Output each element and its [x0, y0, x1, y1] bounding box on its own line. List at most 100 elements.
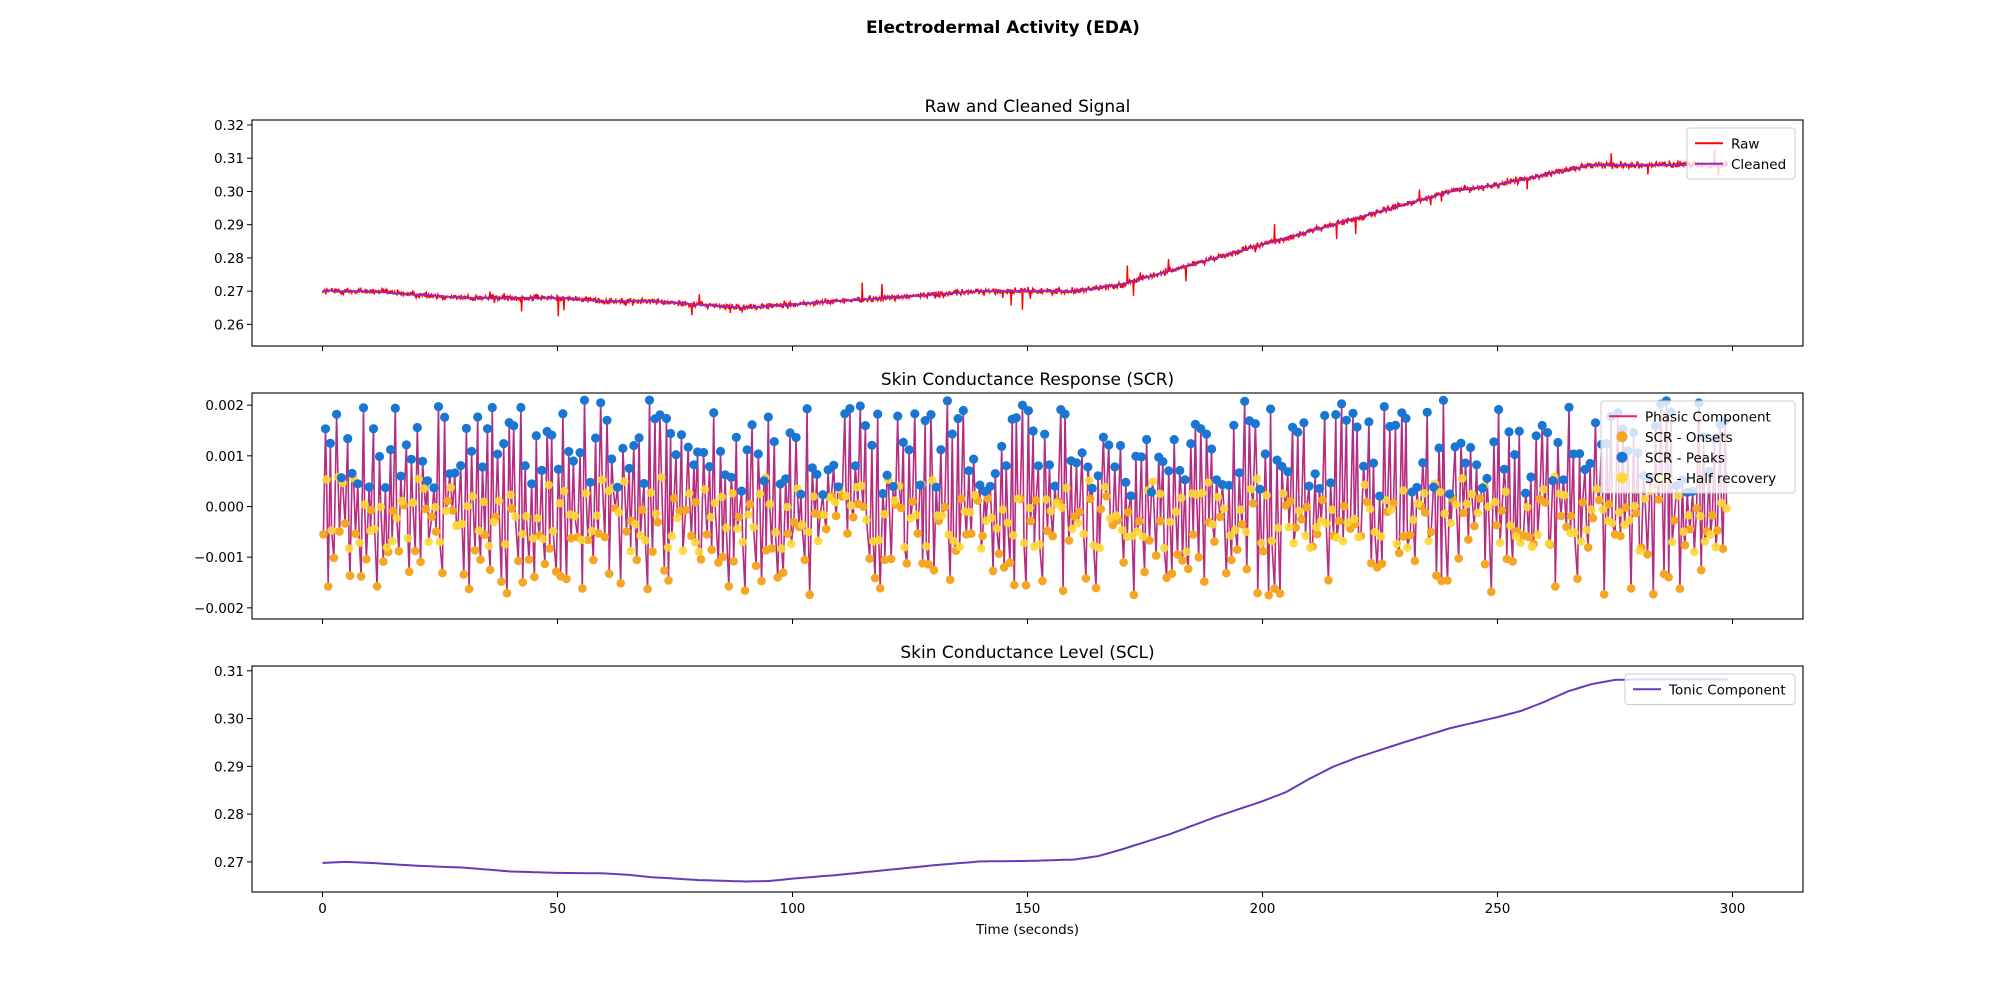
y-tick-label: 0.28	[214, 251, 244, 267]
scr-onset-point	[1475, 494, 1485, 503]
scr-peak-point	[1548, 476, 1558, 486]
scr-half-recovery-point	[419, 484, 429, 493]
scr-peak-point	[931, 482, 941, 492]
scr-onset-point	[485, 565, 495, 575]
figure-title: Electrodermal Activity (EDA)	[866, 18, 1140, 38]
scr-half-recovery-point	[846, 501, 856, 510]
scr-onset-point	[1222, 568, 1231, 578]
scr-peak-point	[1412, 482, 1422, 492]
scr-onset-point	[323, 582, 333, 591]
scr-peak-point	[1315, 483, 1325, 494]
scr-peak-point	[1180, 475, 1190, 485]
scr-onset-point	[616, 579, 625, 588]
scr-onset-point	[1005, 558, 1015, 567]
legend: Tonic Component	[1624, 673, 1796, 705]
scr-half-recovery-point	[1117, 525, 1127, 535]
scr-onset-point	[514, 556, 523, 566]
scr-peak-point	[845, 404, 855, 414]
scr-half-recovery-point	[489, 517, 498, 527]
scr-half-recovery-point	[441, 506, 451, 516]
scr-peak-point	[406, 454, 416, 464]
scr-half-recovery-point	[1592, 484, 1602, 494]
scr-half-recovery-point	[1392, 539, 1402, 549]
scr-peak-point	[585, 477, 595, 487]
scr-half-recovery-point	[992, 524, 1002, 533]
scr-peak-point	[742, 445, 752, 455]
scr-peak-point	[1201, 429, 1212, 439]
scr-onset-point	[1487, 587, 1496, 597]
scr-peak-point	[829, 460, 839, 470]
scr-onset-point	[1258, 547, 1268, 556]
scr-half-recovery-point	[1695, 511, 1705, 521]
scr-onset-point	[362, 555, 371, 564]
scr-peak-point	[336, 473, 346, 483]
y-tick-label: 0.000	[205, 500, 244, 516]
scr-peak-point	[878, 489, 888, 499]
scr-peak-point	[568, 456, 579, 466]
scr-onset-point	[1410, 556, 1420, 566]
scr-peak-point	[985, 481, 995, 491]
scr-half-recovery-point	[1009, 531, 1018, 540]
plot-area	[319, 395, 1731, 600]
scr-half-recovery-point	[500, 540, 510, 549]
scr-half-recovery-point	[414, 474, 423, 484]
scr-peak-point	[1001, 461, 1011, 471]
scr-onset-point	[751, 561, 761, 571]
scr-onset-point	[687, 531, 696, 541]
scr-peak-point	[915, 480, 925, 490]
scr-peak-point	[1438, 395, 1448, 405]
scr-onset-point	[1394, 548, 1404, 558]
scr-peak-point	[1558, 475, 1568, 485]
scr-peak-point	[418, 456, 428, 466]
scr-half-recovery-point	[728, 489, 737, 498]
scr-onset-point	[1129, 590, 1139, 600]
x-tick-label: 50	[549, 901, 566, 917]
scr-peak-point	[353, 479, 363, 489]
scr-peak-point	[596, 398, 606, 408]
scr-half-recovery-point	[819, 510, 829, 520]
scr-onset-point	[1631, 508, 1641, 518]
scr-onset-point	[1573, 574, 1582, 583]
scr-peak-point	[537, 465, 547, 475]
scr-peak-point	[575, 448, 585, 458]
scr-onset-point	[870, 573, 880, 583]
scr-peak-point	[629, 441, 639, 451]
scr-half-recovery-point	[1159, 543, 1169, 553]
scr-half-recovery-point	[657, 473, 666, 482]
scr-half-recovery-point	[1332, 533, 1342, 542]
scr-onset-point	[1091, 583, 1101, 593]
scr-peak-point	[1175, 465, 1185, 476]
scr-half-recovery-point	[1420, 489, 1429, 498]
scr-half-recovery-point	[928, 476, 937, 485]
scr-peak-point	[763, 412, 773, 422]
scr-half-recovery-point	[1084, 476, 1094, 485]
scr-peak-point	[904, 445, 914, 455]
scr-half-recovery-point	[355, 538, 364, 548]
scr-peak-point	[942, 396, 953, 406]
scr-onset-point	[438, 568, 447, 578]
scr-half-recovery-point	[1073, 519, 1083, 528]
raw-cleaned-axes: Raw and Cleaned Signal 0.26 0.27 0.28 0.29 0…	[214, 97, 1804, 351]
x-tick-label: 250	[1485, 901, 1511, 917]
scr-peak-point	[1310, 469, 1320, 479]
scr-peak-point	[499, 439, 509, 449]
legend-box	[1686, 127, 1796, 180]
scr-peak-point	[1341, 415, 1351, 425]
scr-half-recovery-point	[1252, 474, 1262, 484]
scr-peak-point	[802, 404, 812, 414]
scr-peak-point	[898, 437, 908, 447]
scr-peak-point	[683, 442, 693, 452]
scr-onset-point	[740, 586, 750, 595]
scr-half-recovery-point	[857, 481, 866, 491]
scr-half-recovery-point	[765, 499, 774, 509]
scr-peak-point	[429, 483, 439, 493]
scr-half-recovery-point	[777, 544, 786, 553]
scr-peak-point	[1033, 461, 1043, 471]
scr-onset-point	[724, 582, 734, 591]
scr-peak-point	[997, 441, 1007, 451]
scr-onset-point	[1339, 501, 1349, 511]
scr-onset-point	[729, 557, 738, 566]
scr-half-recovery-point	[782, 502, 792, 512]
scr-half-recovery-point	[408, 498, 418, 507]
